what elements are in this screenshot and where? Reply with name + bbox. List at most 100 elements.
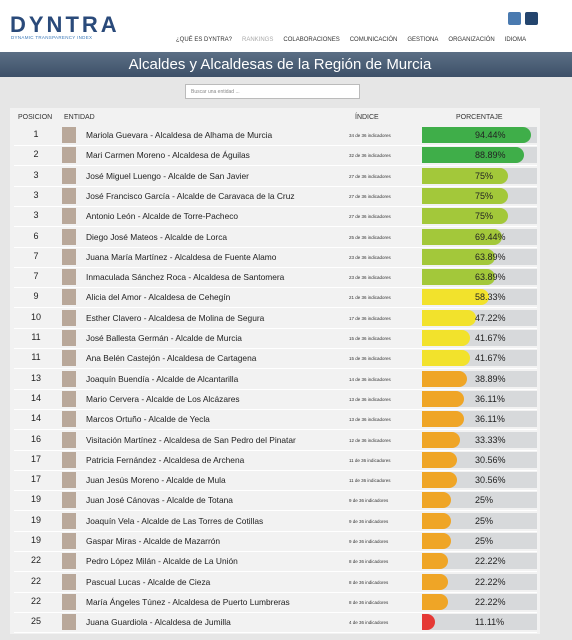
avatar (62, 289, 76, 306)
percent-bar (422, 309, 477, 326)
table-row: 11 Ana Belén Castejón - Alcaldesa de Cart… (14, 349, 537, 370)
table-row: 13 Joaquín Buendía - Alcalde de Alcantari… (14, 370, 537, 390)
position: 17 (30, 453, 41, 464)
entity-name[interactable]: Mari Carmen Moreno - Alcaldesa de Águila… (86, 150, 250, 161)
avatar (62, 147, 76, 164)
entity-name[interactable]: Marcos Ortuño - Alcalde de Yecla (86, 414, 210, 425)
search-box[interactable]: Buscar una entidad ... (185, 84, 360, 99)
page-title: Alcaldes y Alcaldesas de la Región de Mu… (128, 56, 432, 73)
index-text: 27 de 36 indicadores (349, 214, 391, 220)
nav-item[interactable]: COLABORACIONES (283, 37, 340, 43)
column-header: ÍNDICE (355, 114, 379, 121)
index-text: 23 de 36 indicadores (349, 254, 391, 260)
entity-name[interactable]: José Francisco García - Alcalde de Carav… (86, 190, 295, 201)
avatar (62, 512, 76, 529)
index-text: 27 de 36 indicadores (349, 193, 391, 199)
position: 7 (33, 271, 39, 282)
percent-label: 22.22% (475, 556, 506, 567)
percent-label: 30.56% (475, 454, 506, 465)
avatar (62, 350, 76, 367)
entity-name[interactable]: José Ballesta Germán - Alcalde de Murcia (86, 333, 242, 343)
logo[interactable]: DYNTRA (10, 12, 120, 37)
avatar (62, 330, 76, 346)
position: 14 (30, 413, 41, 424)
entity-name[interactable]: Ana Belén Castejón - Alcaldesa de Cartag… (86, 353, 257, 364)
entity-name[interactable]: Inmaculada Sánchez Roca - Alcaldesa de S… (86, 272, 285, 283)
entity-name[interactable]: Gaspar Miras - Alcalde de Mazarrón (86, 536, 221, 546)
avatar (62, 593, 76, 610)
position: 1 (33, 129, 39, 139)
percent-bar (422, 228, 502, 245)
position: 3 (33, 210, 39, 221)
table-row: 3 José Miguel Luengo - Alcalde de San Jav… (14, 167, 537, 187)
entity-name[interactable]: Joaquín Buendía - Alcalde de Alcantarill… (86, 373, 239, 384)
percent-label: 25% (475, 495, 494, 506)
entity-name[interactable]: Antonio León - Alcalde de Torre-Pacheco (86, 211, 239, 222)
nav-item[interactable]: ORGANIZACIÓN (448, 37, 495, 43)
entity-name[interactable]: Patricia Fernández - Alcaldesa de Archen… (86, 454, 245, 465)
entity-name[interactable]: Mariola Guevara - Alcaldesa de Alhama de… (86, 130, 273, 140)
entity-name[interactable]: Mario Cervera - Alcalde de Los Alcázares (86, 393, 240, 404)
percent-bar (422, 451, 458, 468)
percent-bar (422, 533, 451, 549)
entity-name[interactable]: Juana María Martínez - Alcaldesa de Fuen… (86, 251, 277, 262)
percent-label: 25% (475, 515, 494, 526)
index-text: 23 de 36 indicadores (349, 275, 391, 281)
percent-bar (422, 573, 448, 590)
position: 7 (33, 250, 39, 261)
position: 11 (31, 352, 41, 363)
bar-track (422, 492, 537, 509)
position: 6 (33, 230, 39, 241)
header (0, 0, 572, 52)
index-text: 9 de 36 indicadores (349, 539, 389, 544)
table-row: 14 Marcos Ortuño - Alcalde de Yecla 13 de … (14, 410, 537, 431)
entity-name[interactable]: Juana Guardiola - Alcaldesa de Jumilla (86, 617, 231, 628)
entity-name[interactable]: Esther Clavero - Alcaldesa de Molina de … (86, 312, 265, 323)
percent-bar (422, 167, 509, 184)
entity-name[interactable]: José Miguel Luengo - Alcalde de San Javi… (86, 170, 249, 181)
table-row: 25 Juana Guardiola - Alcaldesa de Jumilla… (14, 613, 537, 634)
nav-item[interactable]: COMUNICACIÓN (349, 37, 398, 43)
table-row: 19 Gaspar Miras - Alcalde de Mazarrón 9 de… (14, 532, 537, 552)
percent-label: 47.22% (475, 312, 506, 323)
entity-name[interactable]: Visitación Martínez - Alcaldesa de San P… (86, 434, 296, 445)
table-row: 17 Juan Jesús Moreno - Alcalde de Mula 11 … (14, 471, 537, 492)
index-text: 15 de 36 indicadores (349, 356, 391, 362)
avatar (62, 208, 76, 225)
bar-track (422, 553, 537, 570)
nav-item[interactable]: ¿QUÉ ES DYNTRA? (176, 37, 233, 43)
avatar (62, 370, 76, 387)
index-text: 34 de 36 indicadores (349, 133, 391, 138)
entity-name[interactable]: Juan José Cánovas - Alcalde de Totana (86, 495, 233, 506)
entity-name[interactable]: Pascual Lucas - Alcalde de Cieza (86, 576, 211, 587)
avatar (62, 492, 76, 509)
search-button[interactable] (525, 12, 538, 25)
percent-label: 75% (475, 190, 494, 201)
entity-name[interactable]: Alicia del Amor - Alcaldesa de Cehegín (86, 292, 231, 303)
position: 13 (30, 372, 41, 383)
percent-bar (422, 553, 448, 570)
avatar (62, 228, 76, 245)
entity-name[interactable]: Diego José Mateos - Alcalde de Lorca (86, 231, 228, 242)
position: 14 (30, 392, 41, 403)
index-text: 11 de 36 indicadores (349, 478, 391, 484)
table-row: 14 Mario Cervera - Alcalde de Los Alcázar… (14, 390, 537, 410)
entity-name[interactable]: Pedro López Milán - Alcalde de La Unión (86, 556, 238, 567)
percent-label: 36.11% (475, 393, 505, 404)
entity-name[interactable]: María Ángeles Túnez - Alcaldesa de Puert… (86, 596, 290, 607)
table-row: 10 Esther Clavero - Alcaldesa de Molina d… (14, 309, 537, 329)
nav-item[interactable]: RANKINGS (242, 37, 274, 43)
position: 17 (30, 474, 41, 485)
nav-item[interactable]: GESTIONA (407, 37, 439, 43)
table-row: 19 Joaquín Vela - Alcalde de Las Torres d… (14, 512, 537, 532)
position: 3 (33, 189, 39, 200)
avatar (62, 533, 76, 549)
sound-button[interactable] (508, 12, 521, 25)
nav-item[interactable]: IDIOMA (504, 37, 527, 43)
entity-name[interactable]: Juan Jesús Moreno - Alcalde de Mula (86, 475, 226, 486)
percent-label: 22.22% (475, 576, 506, 587)
percent-label: 63.89% (475, 272, 506, 283)
table-row: 7 Inmaculada Sánchez Roca - Alcaldesa de … (14, 268, 537, 289)
index-text: 9 de 36 indicadores (349, 498, 389, 504)
entity-name[interactable]: Joaquín Vela - Alcalde de Las Torres de … (86, 515, 264, 526)
